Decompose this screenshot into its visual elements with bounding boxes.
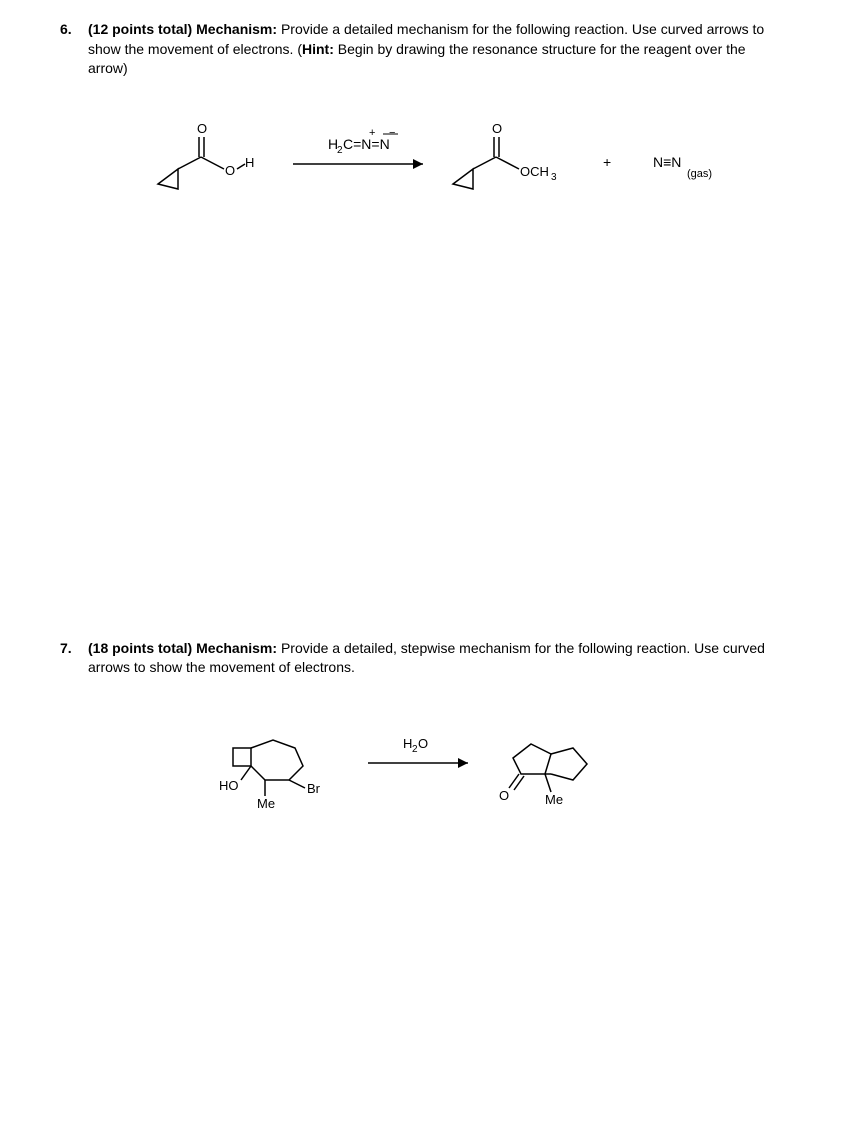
svg-text:C=N=N: C=N=N (343, 136, 390, 152)
problem-7-heading: Mechanism: (196, 640, 277, 656)
reaction-scheme-7: HO Me Br H 2 O (193, 708, 653, 818)
problem-6-heading: Mechanism: (196, 21, 277, 37)
problem-7-body: (18 points total) Mechanism: Provide a d… (88, 639, 785, 678)
problem-7-points: (18 points total) (88, 640, 192, 656)
o-label-product: O (499, 788, 509, 803)
problem-7: 7. (18 points total) Mechanism: Provide … (60, 639, 785, 1078)
cyclopropane-product (453, 169, 473, 189)
cyclopentane-left (513, 744, 551, 774)
oxygen-label: O (197, 121, 207, 136)
och3-label: OCH (520, 164, 549, 179)
problem-7-text: 7. (18 points total) Mechanism: Provide … (60, 639, 785, 678)
oxygen-label-b: O (492, 121, 502, 136)
cyclopropane-reactant (158, 169, 178, 189)
svg-text:O: O (418, 736, 428, 751)
svg-text:+: + (369, 127, 375, 139)
bond-icon (496, 157, 519, 169)
bond-icon (201, 157, 224, 169)
reaction-arrow-7 (368, 758, 468, 768)
cyclopentane-right (551, 748, 587, 780)
problem-6-number: 6. (60, 20, 80, 79)
problem-6: 6. (12 points total) Mechanism: Provide … (60, 20, 785, 589)
bond-icon (289, 780, 305, 788)
bond-icon (545, 774, 551, 792)
me-label-product: Me (545, 792, 563, 807)
bond-icon (241, 766, 251, 780)
problem-6-scheme: O O H H 2 C=N=N + − (60, 109, 785, 199)
problem-7-workspace (60, 818, 785, 1078)
h2o-label: H 2 O (403, 736, 428, 755)
h-label: H (245, 155, 254, 170)
br-label: Br (307, 781, 321, 796)
page: 6. (12 points total) Mechanism: Provide … (0, 0, 845, 1148)
reaction-scheme-6: O O H H 2 C=N=N + − (103, 109, 743, 199)
plus-sign: + (603, 154, 611, 170)
bond-icon (237, 164, 245, 169)
ho-label: HO (219, 778, 239, 793)
problem-6-points: (12 points total) (88, 21, 192, 37)
bond-icon (473, 157, 496, 169)
och3-sub: 3 (551, 172, 557, 183)
problem-6-hintlabel: Hint: (302, 41, 334, 57)
cyclobutane-icon (233, 748, 251, 766)
gas-label: (gas) (687, 168, 712, 180)
o-label: O (225, 163, 235, 178)
problem-6-workspace (60, 199, 785, 589)
svg-text:−: − (389, 127, 395, 139)
reaction-arrow-6 (293, 159, 423, 169)
problem-7-number: 7. (60, 639, 80, 678)
problem-6-text: 6. (12 points total) Mechanism: Provide … (60, 20, 785, 79)
svg-text:H: H (403, 736, 412, 751)
problem-6-body: (12 points total) Mechanism: Provide a d… (88, 20, 785, 79)
bond-icon (178, 157, 201, 169)
cyclohexane-icon (251, 740, 303, 780)
me-label-reactant: Me (257, 796, 275, 811)
n2-label: N≡N (653, 154, 681, 170)
problem-7-scheme: HO Me Br H 2 O (60, 708, 785, 818)
reagent-label-6: H 2 C=N=N + − (328, 127, 398, 156)
